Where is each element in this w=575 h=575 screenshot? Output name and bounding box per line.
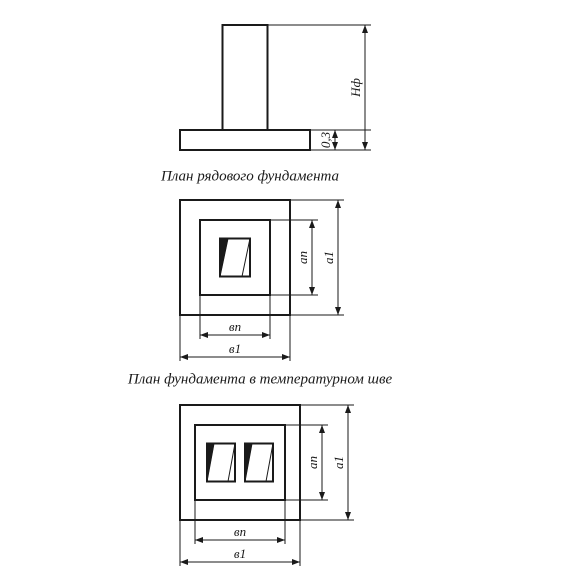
caption-row-plan: План рядового фундамента — [160, 168, 339, 184]
svg-text:вп: вп — [234, 524, 246, 539]
svg-text:aп: aп — [305, 456, 320, 469]
svg-text:a1: a1 — [331, 456, 346, 469]
svg-text:0,3: 0,3 — [318, 131, 333, 148]
svg-text:в1: в1 — [234, 546, 246, 561]
svg-text:aп: aп — [295, 251, 310, 264]
svg-text:Hф: Hф — [348, 78, 363, 98]
svg-text:вп: вп — [229, 319, 241, 334]
technical-drawing: 0,3 Hф План рядового фундамента aп a1 вп в1 Пла… — [0, 0, 575, 575]
caption-temp-plan: План фундамента в температурном шве — [127, 371, 393, 387]
svg-text:a1: a1 — [321, 251, 336, 264]
svg-text:в1: в1 — [229, 341, 241, 356]
